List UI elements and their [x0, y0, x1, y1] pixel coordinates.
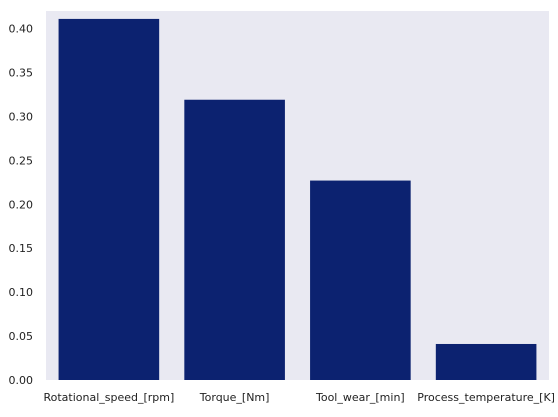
y-tick-labels: 0.00 0.05 0.10 0.15 0.20 0.25 0.30 0.35 0.40 — [9, 23, 34, 387]
x-tick-label: Process_temperature_[K] — [417, 391, 555, 404]
x-tick-labels: Rotational_speed_[rpm] Torque_[Nm] Tool_we… — [43, 391, 555, 404]
bar-1 — [184, 100, 285, 380]
y-tick-label: 0.05 — [9, 330, 34, 343]
y-tick-label: 0.00 — [9, 374, 34, 387]
y-tick-label: 0.25 — [9, 154, 34, 167]
x-tick-label: Rotational_speed_[rpm] — [43, 391, 174, 404]
y-tick-label: 0.40 — [9, 23, 34, 36]
y-tick-label: 0.15 — [9, 242, 34, 255]
y-tick-label: 0.35 — [9, 67, 34, 80]
x-tick-label: Tool_wear_[min] — [315, 391, 405, 404]
bar-3 — [436, 344, 537, 380]
y-tick-label: 0.10 — [9, 286, 34, 299]
y-tick-label: 0.20 — [9, 198, 34, 211]
bar-2 — [310, 181, 411, 380]
y-tick-label: 0.30 — [9, 110, 34, 123]
bar-0 — [59, 19, 160, 380]
x-tick-label: Torque_[Nm] — [199, 391, 270, 404]
